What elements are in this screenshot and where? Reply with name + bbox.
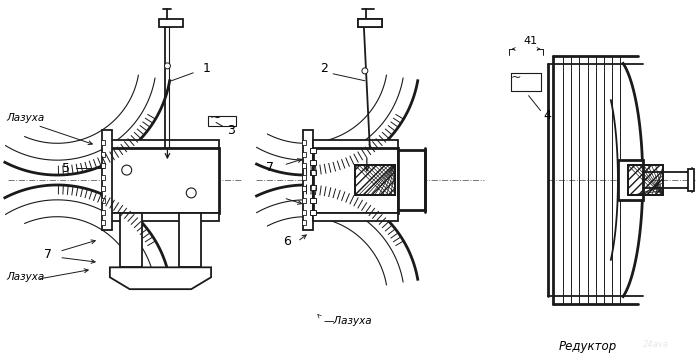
Text: 3: 3: [227, 124, 235, 137]
Bar: [302, 140, 307, 145]
Bar: [302, 163, 307, 168]
Bar: [208, 117, 236, 126]
Bar: [101, 140, 105, 145]
Bar: [101, 210, 105, 215]
Text: ~: ~: [511, 71, 522, 84]
Bar: [310, 148, 316, 153]
Text: Лазуха: Лазуха: [7, 113, 45, 123]
Bar: [314, 140, 398, 148]
Bar: [358, 19, 382, 27]
Polygon shape: [110, 268, 211, 289]
Circle shape: [186, 188, 196, 198]
Bar: [310, 170, 316, 175]
Bar: [101, 163, 105, 168]
Bar: [302, 198, 307, 203]
Text: 41: 41: [524, 36, 538, 46]
Text: 2: 2: [320, 62, 328, 75]
Circle shape: [122, 165, 132, 175]
Text: 1: 1: [203, 62, 211, 75]
Text: ~: ~: [209, 110, 220, 125]
Text: Редуктор: Редуктор: [559, 340, 617, 353]
Bar: [110, 148, 219, 213]
Bar: [302, 220, 307, 225]
Bar: [303, 130, 314, 230]
Bar: [120, 213, 141, 268]
Bar: [101, 152, 105, 157]
Bar: [310, 185, 316, 190]
Bar: [110, 140, 219, 148]
Text: Лазуха: Лазуха: [7, 272, 45, 282]
Bar: [628, 165, 663, 195]
Bar: [101, 198, 105, 203]
Bar: [314, 213, 398, 221]
Bar: [618, 160, 643, 200]
Bar: [314, 148, 398, 213]
Bar: [302, 152, 307, 157]
Bar: [398, 150, 426, 210]
Bar: [310, 160, 316, 165]
Bar: [302, 210, 307, 215]
Bar: [355, 165, 395, 195]
Bar: [102, 130, 112, 230]
Bar: [179, 213, 201, 268]
Text: 24ava: 24ava: [643, 340, 668, 349]
Bar: [688, 169, 694, 191]
Text: 7: 7: [266, 161, 274, 174]
Bar: [628, 165, 663, 195]
Text: 6: 6: [284, 235, 291, 248]
Bar: [101, 186, 105, 191]
Bar: [302, 175, 307, 180]
Bar: [310, 210, 316, 215]
Bar: [110, 213, 219, 221]
Text: 7: 7: [44, 248, 52, 261]
Text: —Лазуха: —Лазуха: [323, 316, 372, 326]
Circle shape: [362, 68, 368, 74]
Bar: [302, 186, 307, 191]
Bar: [101, 175, 105, 180]
Bar: [310, 198, 316, 203]
Text: 5: 5: [62, 162, 70, 175]
Text: 4: 4: [543, 109, 552, 122]
Bar: [160, 19, 183, 27]
Bar: [101, 220, 105, 225]
Bar: [358, 19, 382, 27]
Circle shape: [164, 63, 170, 69]
Bar: [355, 165, 395, 195]
